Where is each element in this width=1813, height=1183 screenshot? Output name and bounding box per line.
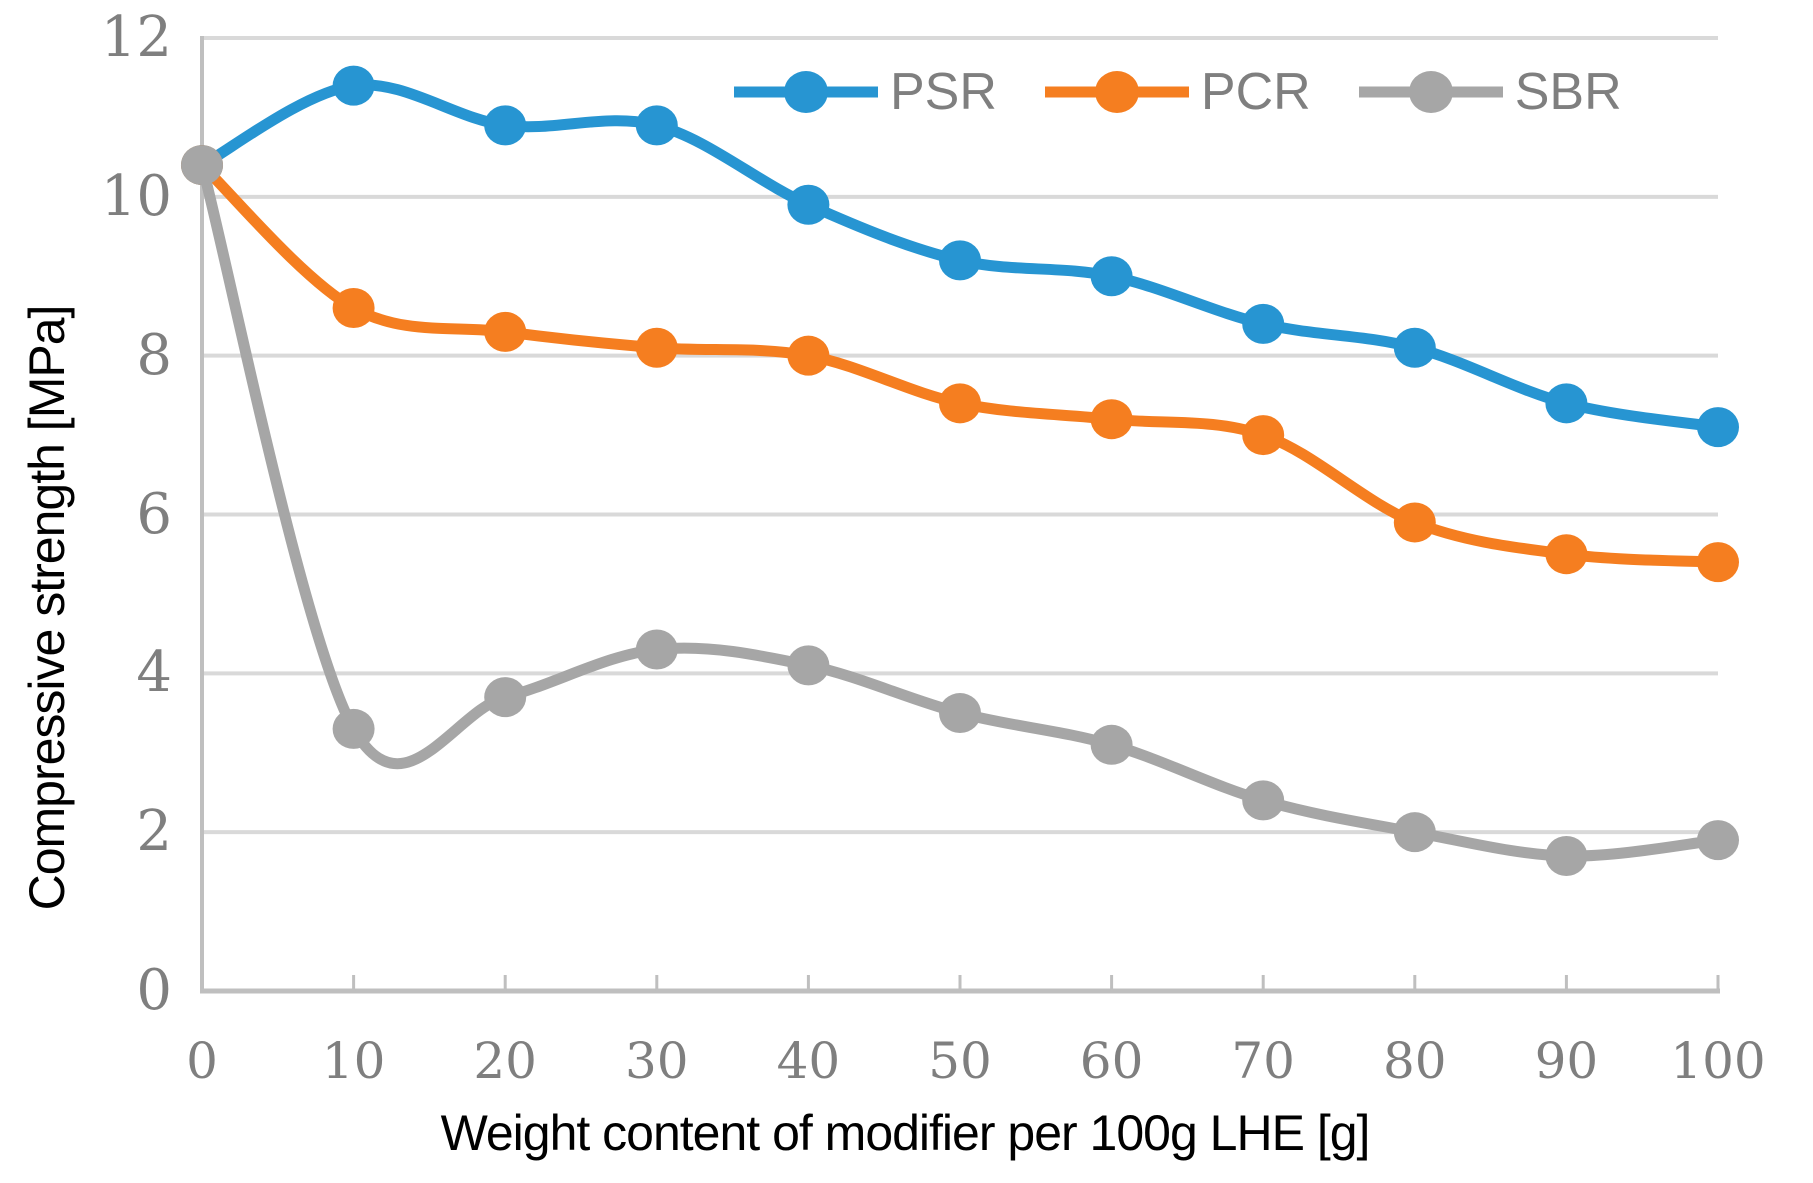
data-point-sbr-x70 xyxy=(1242,780,1285,821)
x-tick-label-90: 90 xyxy=(1534,1032,1599,1090)
legend-dot xyxy=(1408,71,1453,113)
x-tick-label-10: 10 xyxy=(321,1032,386,1090)
data-point-sbr-x60 xyxy=(1090,724,1133,765)
legend-marker-psr-icon xyxy=(734,71,878,113)
legend-marker-sbr-icon xyxy=(1358,71,1503,113)
x-tick-label-100: 100 xyxy=(1670,1032,1766,1090)
legend-label-psr: PSR xyxy=(890,63,997,121)
y-tick-label-2: 2 xyxy=(136,799,172,865)
x-tick-label-50: 50 xyxy=(928,1032,992,1090)
legend: PSR PCR SBR xyxy=(732,66,1622,118)
series-line-pcr xyxy=(196,159,1724,568)
data-point-sbr-x90 xyxy=(1545,835,1588,876)
x-tick-label-20: 20 xyxy=(473,1032,537,1090)
x-tick-label-80: 80 xyxy=(1382,1032,1447,1090)
data-point-pcr-x100 xyxy=(1697,542,1739,583)
x-axis-title: Weight content of modifier per 100g LHE … xyxy=(440,1105,1371,1161)
data-point-psr-x50 xyxy=(939,240,981,281)
data-point-pcr-x40 xyxy=(787,335,830,376)
data-point-sbr-x30 xyxy=(635,629,678,670)
legend-marker-pcr-icon xyxy=(1044,71,1189,113)
y-tick-label-6: 6 xyxy=(136,481,172,547)
data-point-psr-x100 xyxy=(1697,407,1739,448)
data-point-psr-x10 xyxy=(332,65,375,106)
x-tick-label-40: 40 xyxy=(776,1032,841,1090)
legend-item-sbr: SBR xyxy=(1357,66,1622,118)
data-point-sbr-x50 xyxy=(939,693,981,734)
y-tick-label-0: 0 xyxy=(136,958,172,1023)
data-point-psr-x30 xyxy=(635,105,678,146)
legend-label-pcr: PCR xyxy=(1200,63,1311,121)
legend-item-psr: PSR xyxy=(732,66,997,118)
data-point-pcr-x50 xyxy=(939,383,981,424)
data-point-sbr-x40 xyxy=(787,645,830,686)
data-point-psr-x90 xyxy=(1545,383,1588,424)
data-point-pcr-x90 xyxy=(1545,534,1588,575)
data-point-sbr-x10 xyxy=(332,708,375,749)
data-point-sbr-x80 xyxy=(1393,812,1436,853)
y-tick-label-8: 8 xyxy=(136,322,172,388)
y-axis-title: Compressive strength [MPa] xyxy=(19,305,75,911)
data-point-psr-x40 xyxy=(787,184,830,225)
x-tick-label-30: 30 xyxy=(624,1032,689,1090)
legend-label-sbr: SBR xyxy=(1514,63,1622,121)
data-point-pcr-x60 xyxy=(1090,399,1133,440)
data-point-psr-x60 xyxy=(1090,256,1133,297)
legend-item-pcr: PCR xyxy=(1043,66,1311,118)
x-tick-label-70: 70 xyxy=(1231,1032,1295,1090)
data-point-sbr-x20 xyxy=(484,677,527,718)
data-point-pcr-x20 xyxy=(484,311,527,352)
data-point-psr-x80 xyxy=(1393,327,1436,368)
x-tick-label-0: 0 xyxy=(186,1032,218,1090)
data-point-psr-x20 xyxy=(484,105,527,146)
data-point-sbr-x100 xyxy=(1697,820,1739,861)
data-point-pcr-x80 xyxy=(1393,502,1436,543)
legend-dot xyxy=(784,71,828,113)
x-tick-label-60: 60 xyxy=(1079,1032,1144,1090)
data-point-psr-x70 xyxy=(1242,303,1285,344)
data-point-sbr-x0 xyxy=(181,145,223,186)
y-tick-label-10: 10 xyxy=(100,163,172,229)
y-tick-label-12: 12 xyxy=(100,5,172,70)
data-point-pcr-x10 xyxy=(332,288,375,329)
data-point-pcr-x30 xyxy=(635,327,678,368)
legend-dot xyxy=(1094,71,1139,113)
y-tick-label-4: 4 xyxy=(136,640,172,706)
data-point-pcr-x70 xyxy=(1242,415,1285,456)
